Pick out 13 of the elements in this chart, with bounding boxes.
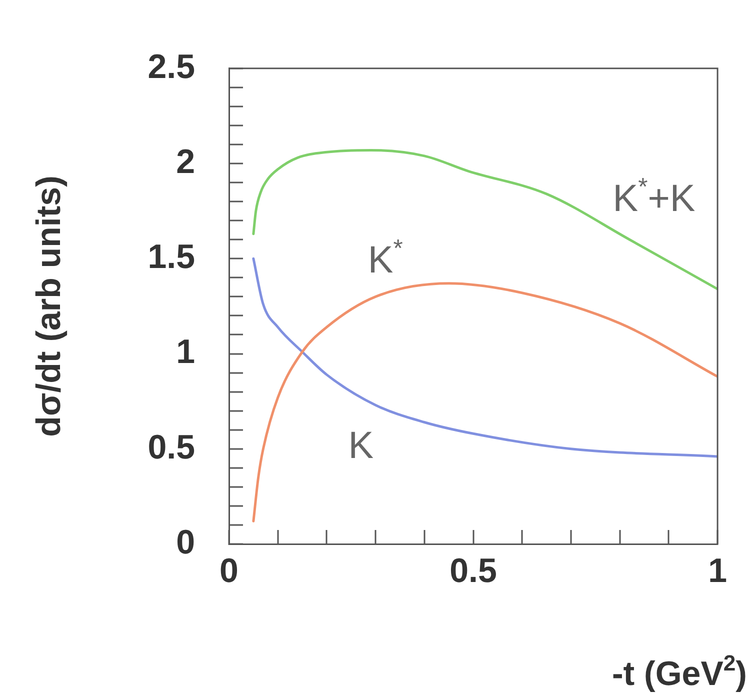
x-tick-label: 0.5 [450,552,497,590]
x-tick-label: 0 [220,552,238,590]
y-tick-label: 0.5 [148,428,195,466]
x-tick-label: 1 [708,552,728,590]
y-tick-label: 1.5 [148,238,195,276]
y-tick-label: 1 [176,333,195,372]
annotation: K [348,425,374,468]
y-tick-label: 2 [176,142,195,181]
y-axis-title: dσ/dt (arb units) [30,176,68,437]
annotation: K* [368,236,404,282]
annotation: K*+K [612,174,696,220]
y-tick-label: 2.5 [148,48,195,86]
y-tick-label: 0 [176,523,195,562]
